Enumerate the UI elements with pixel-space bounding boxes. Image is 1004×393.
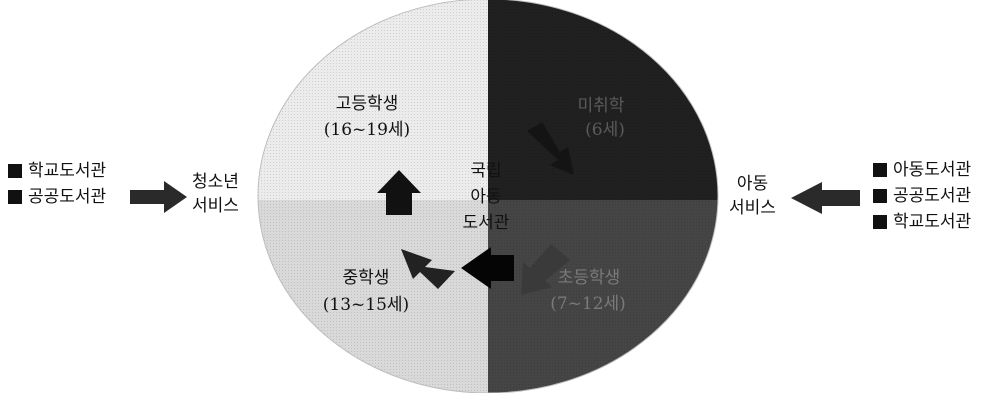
- legend-label: 공공도서관: [28, 187, 107, 207]
- quadrant-high-name: 고등학생: [336, 94, 399, 114]
- left-legend-item-school: 학교도서관: [8, 158, 106, 184]
- youth-service-label: 청소년 서비스: [192, 170, 239, 218]
- center-label-line3: 도서관: [463, 213, 510, 233]
- oval-outline: [257, 0, 719, 393]
- arrow-up-left-icon: [401, 249, 455, 289]
- quadrant-preschool-age: (6세): [585, 120, 625, 140]
- child-service-label: 아동 서비스: [729, 172, 776, 220]
- oval-quadrants: [258, 0, 718, 393]
- arrow-up-icon: [377, 170, 421, 215]
- legend-label: 학교도서관: [28, 161, 107, 181]
- quadrant-middle-name: 중학생: [343, 268, 390, 288]
- arrow-down-left-icon: [521, 244, 570, 295]
- quadrant-elementary-age: (7~12세): [550, 294, 626, 314]
- right-legend-item-public: 공공도서관: [873, 183, 971, 209]
- center-label-line2: 아동: [470, 187, 501, 207]
- youth-service-line2: 서비스: [192, 196, 239, 216]
- child-service-line2: 서비스: [729, 198, 776, 218]
- arrow-diagonal-icon: [527, 122, 574, 175]
- arrow-left-icon: [461, 247, 514, 289]
- youth-service-line1: 청소년: [192, 172, 239, 192]
- halftone-texture: [258, 0, 718, 393]
- center-label-line1: 국립: [470, 161, 501, 181]
- bullet-square-icon: [873, 163, 887, 177]
- right-legend-item-school: 학교도서관: [873, 209, 971, 235]
- left-legend-item-public: 공공도서관: [8, 184, 106, 210]
- quadrant-high-age: (16~19세): [324, 120, 410, 140]
- arrow-right-icon: [130, 181, 187, 213]
- quadrant-preschool-name: 미취학: [578, 96, 625, 116]
- quadrant-middle-age: (13~15세): [323, 295, 409, 315]
- child-service-line1: 아동: [736, 174, 769, 194]
- bullet-square-icon: [873, 215, 887, 229]
- bullet-square-icon: [8, 190, 22, 204]
- quadrant-elementary-name: 초등학생: [558, 268, 621, 288]
- bullet-square-icon: [873, 189, 887, 203]
- legend-label: 아동도서관: [893, 160, 972, 180]
- legend-label: 공공도서관: [893, 186, 972, 206]
- right-legend: 아동도서관 공공도서관 학교도서관: [873, 157, 971, 235]
- left-legend: 학교도서관 공공도서관: [8, 158, 106, 210]
- arrow-left-icon: [791, 182, 860, 214]
- bullet-square-icon: [8, 164, 22, 178]
- legend-label: 학교도서관: [893, 212, 972, 232]
- right-legend-item-children: 아동도서관: [873, 157, 971, 183]
